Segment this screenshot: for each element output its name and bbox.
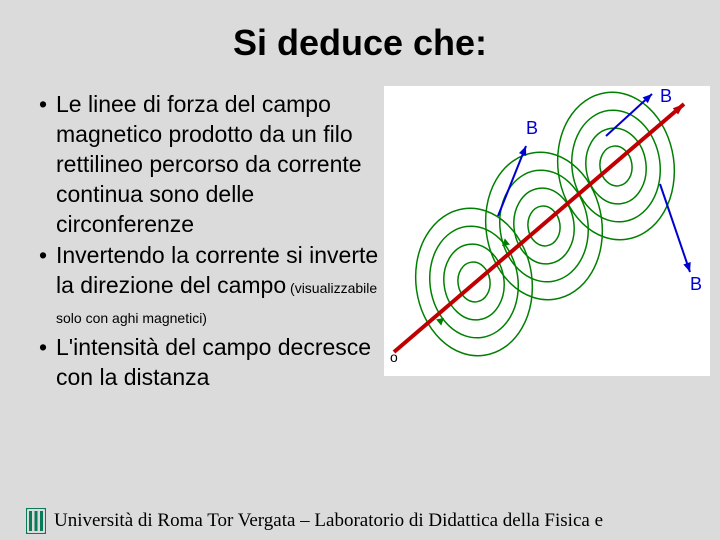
bullet-item: • L'intensità del campo decresce con la … (30, 333, 380, 393)
content-area: • Le linee di forza del campo magnetico … (0, 82, 720, 395)
svg-text:B: B (690, 274, 702, 294)
magnetic-field-diagram: B B Bo (384, 86, 710, 376)
slide-title: Si deduce che: (0, 0, 720, 82)
svg-text:B: B (526, 118, 538, 138)
bullet-text: Invertendo la corrente si inverte la dir… (56, 241, 380, 331)
svg-text:o: o (390, 349, 398, 365)
bullet-item: • Invertendo la corrente si inverte la d… (30, 241, 380, 331)
image-column: B B Bo (380, 82, 720, 395)
bullet-dot: • (30, 241, 56, 331)
bullet-text: L'intensità del campo decresce con la di… (56, 333, 380, 393)
bullet-text: Le linee di forza del campo magnetico pr… (56, 90, 380, 239)
bullet-item: • Le linee di forza del campo magnetico … (30, 90, 380, 239)
footer: Università di Roma Tor Vergata – Laborat… (26, 508, 603, 534)
text-column: • Le linee di forza del campo magnetico … (30, 82, 380, 395)
bullet-dot: • (30, 333, 56, 393)
field-lines-svg: B B Bo (384, 86, 710, 376)
svg-text:B: B (660, 86, 672, 106)
university-logo-icon (26, 508, 46, 534)
footer-text: Università di Roma Tor Vergata – Laborat… (54, 510, 603, 532)
bullet-dot: • (30, 90, 56, 239)
